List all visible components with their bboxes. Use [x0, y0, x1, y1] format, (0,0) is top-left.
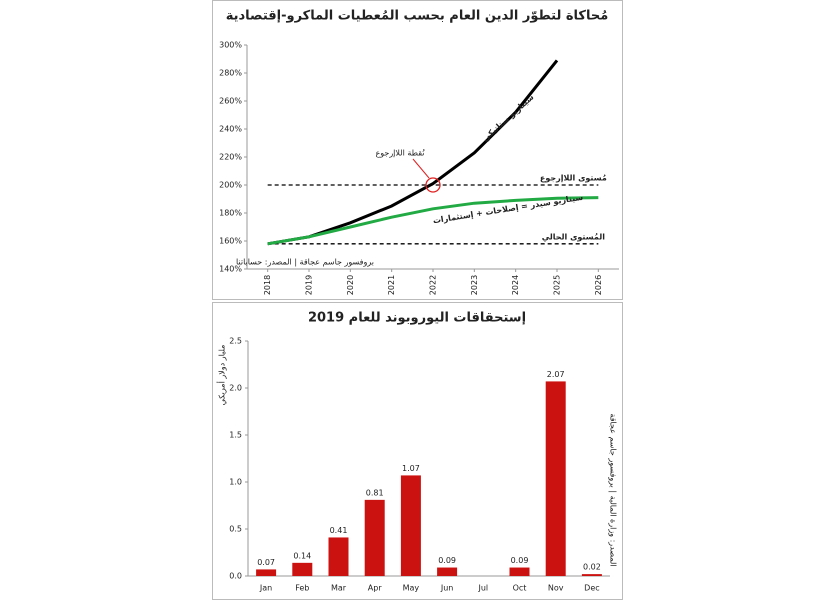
series-line	[267, 196, 599, 246]
bar	[437, 567, 458, 576]
y-axis-label: مليار دولار أمريكي	[217, 345, 227, 406]
x-tick-label: Feb	[295, 584, 309, 593]
x-tick-label: Oct	[513, 584, 527, 593]
bar	[509, 567, 530, 576]
y-tick-label: 220%	[219, 153, 242, 162]
value-label: 0.09	[511, 556, 529, 565]
bar	[256, 569, 277, 576]
x-tick-label: 2018	[263, 275, 272, 295]
value-label: 0.14	[293, 551, 311, 560]
chart-title: مُحاكاة لتطوّر الدين العام بحسب المُعطيا…	[226, 9, 609, 24]
bar	[292, 562, 313, 576]
y-tick-label: 1.0	[229, 478, 242, 487]
x-tick-label: 2023	[470, 275, 479, 295]
value-label: 1.07	[402, 464, 420, 473]
y-tick-label: 260%	[219, 97, 242, 106]
y-tick-label: 240%	[219, 125, 242, 134]
value-label: 0.09	[438, 556, 456, 565]
x-tick-label: May	[403, 584, 420, 593]
y-tick-label: 2.0	[229, 384, 242, 393]
bar	[400, 475, 421, 576]
bar	[328, 537, 349, 576]
x-tick-label: 2025	[553, 275, 562, 295]
series-label: سيناريو سيدر = إصلاحات + إستثمارات	[432, 193, 584, 226]
x-tick-label: 2024	[511, 275, 520, 295]
source: بروفسور جاسم عجاقة | المصدر: حساباتنا	[236, 258, 374, 267]
y-tick-label: 300%	[219, 41, 242, 50]
y-tick-label: 2.5	[229, 337, 242, 346]
value-label: 0.81	[366, 488, 384, 497]
bar	[581, 574, 602, 576]
annotation-arrow	[412, 158, 430, 179]
annotation-text: نُقطة اللاإرجوع	[375, 149, 425, 159]
chart-title: إستحقاقات اليوروبوند للعام 2019	[308, 311, 526, 326]
x-tick-label: 2021	[387, 275, 396, 295]
x-tick-label: Mar	[331, 584, 347, 593]
reference-label: مُستوى اللاإرجوع	[540, 174, 607, 183]
value-label: 0.02	[583, 563, 601, 572]
value-label: 0.07	[257, 558, 275, 567]
annotation-circle	[425, 177, 441, 193]
y-tick-label: 140%	[219, 265, 242, 274]
x-tick-label: Jan	[259, 584, 272, 593]
bar	[545, 381, 566, 576]
bar	[364, 499, 385, 576]
reference-label: المُستوى الحالي	[542, 232, 606, 241]
top-panel	[212, 0, 623, 300]
x-tick-label: 2022	[429, 275, 438, 295]
x-tick-label: 2026	[594, 275, 603, 295]
x-tick-label: Jul	[477, 584, 488, 593]
y-tick-label: 0.0	[229, 572, 242, 581]
x-tick-label: Dec	[584, 584, 599, 593]
value-label: 2.07	[547, 370, 565, 379]
y-tick-label: 280%	[219, 69, 242, 78]
x-tick-label: 2020	[346, 275, 355, 295]
x-tick-label: 2019	[305, 275, 314, 295]
value-label: 0.41	[330, 526, 348, 535]
y-tick-label: 180%	[219, 209, 242, 218]
x-tick-label: Nov	[548, 584, 564, 593]
x-tick-label: Apr	[368, 584, 383, 593]
y-tick-label: 200%	[219, 181, 242, 190]
y-tick-label: 0.5	[229, 525, 242, 534]
source: المصدر: وزارة المالية | بروفسور جاسم عجا…	[609, 413, 618, 566]
y-tick-label: 160%	[219, 237, 242, 246]
series-label: سيناريو ستاتيكي	[480, 92, 535, 143]
x-tick-label: Jun	[440, 584, 454, 593]
y-tick-label: 1.5	[229, 431, 242, 440]
